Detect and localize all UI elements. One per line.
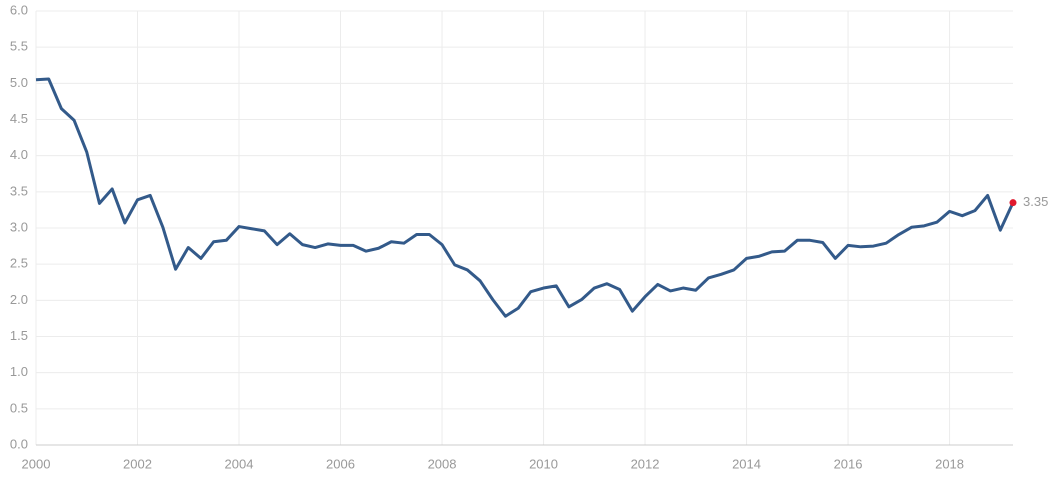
value-label: 3.35 xyxy=(1023,194,1048,209)
x-tick-label: 2000 xyxy=(22,456,51,471)
x-tick-label: 2004 xyxy=(225,456,254,471)
x-tick-label: 2014 xyxy=(732,456,761,471)
x-tick-label: 2002 xyxy=(123,456,152,471)
y-tick-label: 2.5 xyxy=(10,256,28,271)
y-tick-label: 5.5 xyxy=(10,39,28,54)
y-tick-label: 5.0 xyxy=(10,75,28,90)
y-tick-label: 2.0 xyxy=(10,292,28,307)
y-tick-label: 4.0 xyxy=(10,147,28,162)
x-tick-label: 2010 xyxy=(529,456,558,471)
x-tick-label: 2008 xyxy=(428,456,457,471)
x-tick-label: 2006 xyxy=(326,456,355,471)
y-tick-label: 3.5 xyxy=(10,183,28,198)
last-point xyxy=(1009,199,1017,207)
data-line xyxy=(35,77,1015,318)
x-tick-label: 2018 xyxy=(935,456,964,471)
y-tick-label: 1.5 xyxy=(10,328,28,343)
x-tick-label: 2016 xyxy=(834,456,863,471)
y-tick-label: 3.0 xyxy=(10,219,28,234)
y-tick-label: 0.5 xyxy=(10,400,28,415)
x-tick-label: 2012 xyxy=(631,456,660,471)
y-tick-label: 6.0 xyxy=(10,2,28,17)
y-tick-label: 0.0 xyxy=(10,436,28,451)
y-tick-label: 1.0 xyxy=(10,364,28,379)
y-tick-label: 4.5 xyxy=(10,111,28,126)
